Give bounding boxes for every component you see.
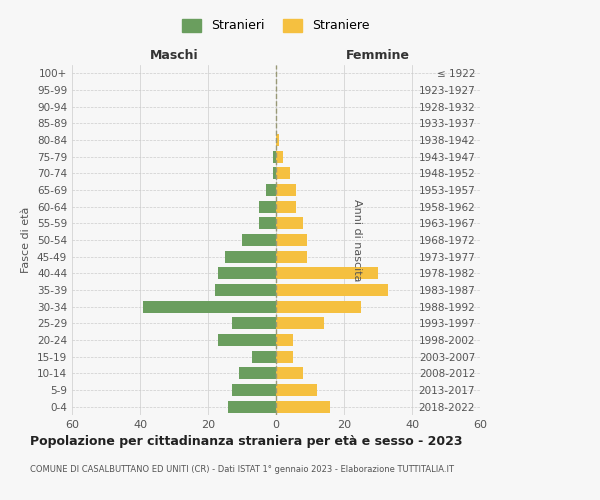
Bar xyxy=(276,168,290,179)
Bar xyxy=(276,384,317,396)
Text: Popolazione per cittadinanza straniera per età e sesso - 2023: Popolazione per cittadinanza straniera p… xyxy=(30,435,463,448)
Bar xyxy=(276,318,323,330)
Bar xyxy=(229,400,276,412)
Bar xyxy=(276,184,296,196)
Bar xyxy=(215,284,276,296)
Bar xyxy=(232,318,276,330)
Text: COMUNE DI CASALBUTTANO ED UNITI (CR) - Dati ISTAT 1° gennaio 2023 - Elaborazione: COMUNE DI CASALBUTTANO ED UNITI (CR) - D… xyxy=(30,465,454,474)
Bar xyxy=(232,384,276,396)
Text: Femmine: Femmine xyxy=(346,48,410,62)
Bar xyxy=(225,250,276,262)
Y-axis label: Fasce di età: Fasce di età xyxy=(22,207,31,273)
Bar xyxy=(276,300,361,312)
Legend: Stranieri, Straniere: Stranieri, Straniere xyxy=(178,14,374,38)
Text: Maschi: Maschi xyxy=(149,48,199,62)
Bar xyxy=(276,218,303,230)
Bar xyxy=(259,200,276,212)
Bar xyxy=(276,150,283,162)
Bar xyxy=(252,350,276,362)
Bar xyxy=(143,300,276,312)
Bar xyxy=(276,284,388,296)
Bar xyxy=(242,234,276,246)
Bar xyxy=(239,368,276,380)
Bar xyxy=(259,218,276,230)
Bar xyxy=(276,400,331,412)
Bar xyxy=(276,234,307,246)
Bar xyxy=(276,350,293,362)
Bar xyxy=(276,200,296,212)
Bar xyxy=(218,334,276,346)
Bar xyxy=(272,150,276,162)
Bar xyxy=(218,268,276,280)
Bar xyxy=(272,168,276,179)
Bar xyxy=(276,368,303,380)
Bar xyxy=(276,268,378,280)
Bar xyxy=(266,184,276,196)
Y-axis label: Anni di nascita: Anni di nascita xyxy=(352,198,362,281)
Bar xyxy=(276,334,293,346)
Bar xyxy=(276,250,307,262)
Bar xyxy=(276,134,280,146)
